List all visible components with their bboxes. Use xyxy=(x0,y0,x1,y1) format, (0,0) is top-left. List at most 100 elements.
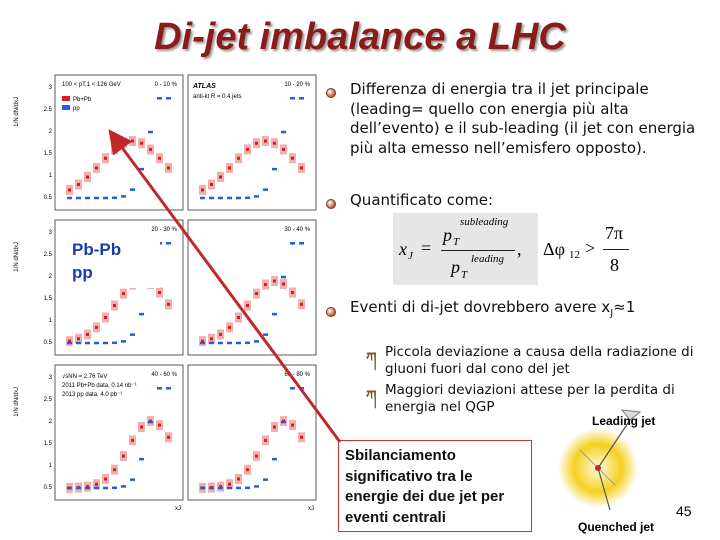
legend-swatch xyxy=(62,105,70,110)
decor-point xyxy=(131,139,134,143)
decor-point xyxy=(122,292,125,296)
jet-cone xyxy=(620,409,642,421)
decor-point xyxy=(273,279,276,283)
formula-text: leading xyxy=(471,253,504,265)
bullet-text: Eventi di di-jet dovrebbero avere xJ≈1 xyxy=(350,298,718,324)
y-tick-label: 0.5 xyxy=(44,340,53,346)
decor-point xyxy=(255,141,258,145)
y-tick-label: 1.5 xyxy=(44,151,53,157)
callout-box: Sbilanciamento significativo tra le ener… xyxy=(338,440,532,532)
decor-point xyxy=(95,325,98,329)
decor-point xyxy=(201,188,204,192)
decor-point xyxy=(140,425,143,429)
decor-point xyxy=(167,302,170,306)
decor-point xyxy=(68,188,71,192)
formula-text: 8 xyxy=(610,255,619,275)
decor-point xyxy=(255,454,258,458)
bullet-text: Eventi di di-jet dovrebbero avere x xyxy=(350,298,611,316)
decor-point xyxy=(158,291,161,295)
plot-annotation: ATLAS xyxy=(192,83,216,90)
decor-point xyxy=(228,325,231,329)
fraction-bar xyxy=(441,250,515,251)
page-number: 45 xyxy=(676,503,692,519)
formula-text: p xyxy=(443,225,452,245)
panel-frame xyxy=(54,74,184,211)
bullet-text: Quantificato come: xyxy=(350,191,494,209)
decor-point xyxy=(104,156,107,160)
y-tick-label: 1.5 xyxy=(44,296,53,302)
decor-point xyxy=(95,482,98,486)
formula-text: , xyxy=(517,239,522,259)
jet-image: Leading jet Quenched jet xyxy=(558,409,655,534)
plot-annotation: 100 < pT,1 < 126 GeV xyxy=(62,82,121,88)
sub-bullet-text: Piccola deviazione a causa della radiazi… xyxy=(385,344,694,377)
decor-point xyxy=(167,435,170,439)
decor-point xyxy=(68,339,71,343)
plot-annotation: √sNN = 2.76 TeV xyxy=(62,373,107,380)
y-tick-label: 3 xyxy=(49,230,53,236)
plot-annotation: anti-kt R = 0.4 jets xyxy=(193,94,242,100)
plot-annotation: 2013 pp data, 4.0 pb⁻¹ xyxy=(62,392,122,398)
decor-point xyxy=(264,438,267,442)
decor-point xyxy=(246,468,249,472)
decor-point xyxy=(140,141,143,145)
subscript: J xyxy=(610,308,614,319)
decor-point xyxy=(210,337,213,341)
slide-title: Di-jet imbalance a LHC xyxy=(154,16,566,58)
panel-centrality: 0 - 10 % xyxy=(155,82,178,88)
decor-point xyxy=(113,304,116,308)
sub-bullet-icon: ཀ xyxy=(366,349,377,367)
decor-point xyxy=(131,438,134,442)
y-axis-label: 1/N dN/dxJ xyxy=(14,387,20,417)
y-tick-label: 2 xyxy=(49,419,53,425)
formula-text: subleading xyxy=(460,216,509,228)
formula-text: T xyxy=(453,236,460,248)
decor-point xyxy=(113,147,116,151)
bullet-marker xyxy=(326,88,336,98)
panel-centrality: 60 - 80 % xyxy=(284,372,310,378)
decor-point xyxy=(237,477,240,481)
decor-point xyxy=(219,485,222,489)
decor-point xyxy=(113,468,116,472)
y-tick-label: 2.5 xyxy=(44,252,53,258)
formula-text: x xyxy=(399,239,407,259)
vertex xyxy=(595,465,601,471)
panel-frame xyxy=(187,219,317,356)
decor-point xyxy=(77,337,80,341)
sub-bullet-icon: ཀ xyxy=(366,387,377,405)
formula-text: = xyxy=(421,238,432,258)
panel-centrality: 30 - 40 % xyxy=(284,227,310,233)
y-axis-label: 1/N dN/dxJ xyxy=(14,242,20,272)
decor-point xyxy=(228,166,231,170)
y-tick-label: 1 xyxy=(49,463,53,469)
panel-centrality: 10 - 20 % xyxy=(284,82,310,88)
decor-point xyxy=(273,425,276,429)
formula-text: > xyxy=(585,238,596,258)
jet-track xyxy=(597,467,611,511)
formula-text: Δφ xyxy=(543,239,565,259)
decor-point xyxy=(158,156,161,160)
decor-point xyxy=(300,435,303,439)
bullet-text: Differenza di energia tra il jet princip… xyxy=(350,80,696,157)
decor-point xyxy=(228,482,231,486)
decor-point xyxy=(264,283,267,287)
atlas-plot: 0 - 10 % 1/N dN/dxJ 3 2.5 2 1.5 1 0.5 10 - 20 % 2… xyxy=(14,74,317,512)
formula: x J = p T subleading p T leading , xyxy=(393,213,538,285)
image-label: Leading jet xyxy=(592,414,655,428)
label-line: Pb-Pb xyxy=(72,240,122,259)
decor-point xyxy=(291,156,294,160)
decor-point xyxy=(246,304,249,308)
decor-point xyxy=(219,332,222,336)
decor-point xyxy=(122,454,125,458)
decor-point xyxy=(210,182,213,186)
decor-point xyxy=(300,302,303,306)
label-line: pp xyxy=(72,263,93,282)
decor-point xyxy=(291,291,294,295)
decor-point xyxy=(237,156,240,160)
formula-text: 7π xyxy=(605,223,624,243)
y-tick-label: 3 xyxy=(49,85,53,91)
image-label: Quenched jet xyxy=(578,520,654,534)
bullet-text: ≈1 xyxy=(613,298,636,316)
decor-point xyxy=(149,147,152,151)
formula-condition: Δφ 12 > 7π 8 xyxy=(543,213,653,285)
